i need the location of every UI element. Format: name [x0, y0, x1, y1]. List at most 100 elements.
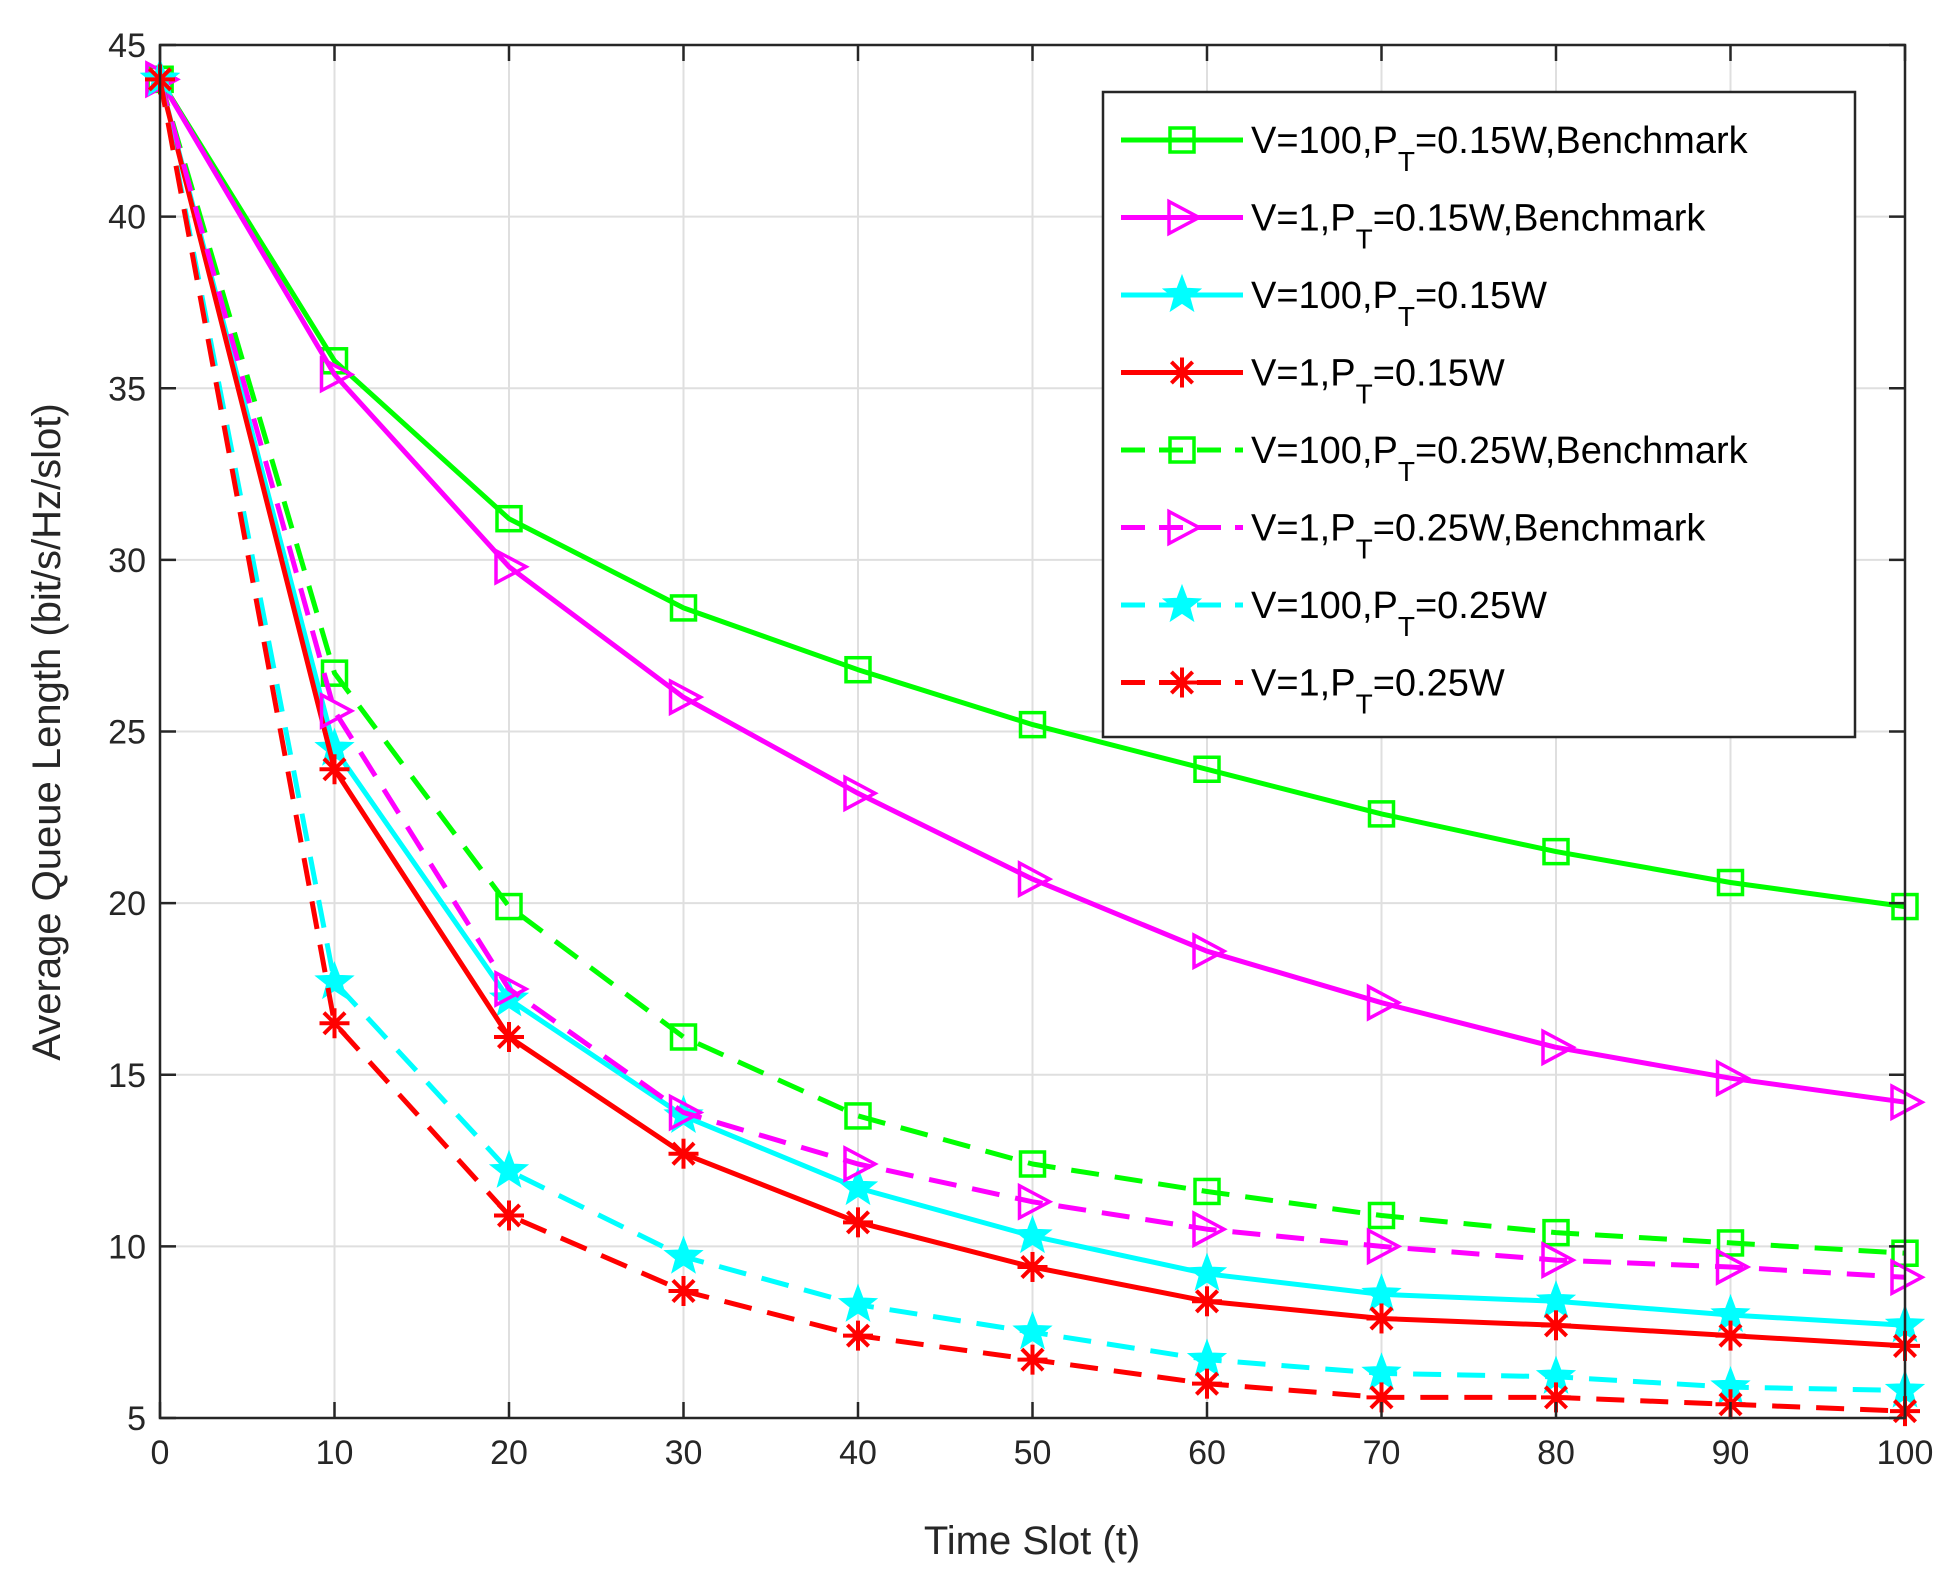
data-point [843, 1207, 873, 1238]
data-point [1716, 868, 1745, 897]
data-point [1192, 1368, 1222, 1399]
y-tick-label: 10 [108, 1228, 146, 1266]
data-point [1541, 1028, 1577, 1067]
x-tick-label: 30 [665, 1434, 703, 1472]
legend-label: V=1,PT=0.25W,Benchmark [1251, 508, 1706, 565]
legend-entry: V=1,PT=0.25W,Benchmark [1121, 508, 1706, 565]
x-tick-label: 70 [1363, 1434, 1401, 1472]
legend-entry: V=1,PT=0.15W,Benchmark [1121, 198, 1706, 255]
data-point [1541, 1310, 1571, 1341]
data-point [1541, 1382, 1571, 1413]
data-point [1017, 1344, 1048, 1375]
legend-box [1101, 90, 1857, 739]
legend-marker [1167, 357, 1197, 388]
x-tick-label: 80 [1537, 1434, 1575, 1472]
y-tick-label: 5 [127, 1400, 146, 1438]
data-point [495, 892, 523, 921]
x-tick-label: 50 [1014, 1434, 1052, 1472]
legend-label: V=100,PT=0.15W,Benchmark [1251, 120, 1749, 177]
data-point [1542, 1218, 1570, 1247]
data-point [1366, 983, 1403, 1022]
legend-label: V=100,PT=0.25W [1251, 585, 1547, 642]
y-tick-label: 25 [108, 714, 146, 752]
data-point [843, 774, 879, 813]
y-tick-label: 30 [108, 542, 146, 580]
y-tick-label: 15 [108, 1057, 146, 1095]
data-point [668, 1093, 705, 1132]
legend-label: V=1,PT=0.15W,Benchmark [1251, 198, 1706, 255]
legend-entry: V=100,PT=0.25W [1121, 583, 1547, 642]
data-point [319, 1008, 350, 1039]
series-2 [145, 60, 1926, 1122]
data-point [319, 754, 350, 785]
legend-marker [1167, 508, 1203, 547]
series-1 [146, 65, 1919, 921]
series-8 [145, 64, 1920, 1427]
axis-ticks [158, 43, 1907, 1420]
data-point [1012, 1311, 1053, 1350]
data-point [1535, 1280, 1577, 1319]
data-point [1366, 1382, 1397, 1413]
legend-label: V=100,PT=0.25W,Benchmark [1251, 430, 1749, 487]
data-point [1890, 1258, 1926, 1297]
data-point [495, 504, 523, 533]
data-point [843, 1320, 873, 1351]
data-point [1361, 1352, 1402, 1391]
data-point [1018, 710, 1047, 739]
x-tick-label: 0 [151, 1434, 170, 1472]
data-point [320, 659, 349, 687]
tick-labels: 0 10 20 30 40 50 60 70 80 90 100 5 10 15 20 25 30 35 40 45 [108, 27, 1933, 1472]
data-point [668, 1138, 699, 1169]
x-axis-label: Time Slot (t) [924, 1519, 1140, 1563]
legend-marker [1161, 273, 1203, 313]
data-point [1361, 1273, 1402, 1312]
data-point [843, 1145, 879, 1183]
series-line [157, 78, 1906, 1280]
data-point [1542, 837, 1570, 866]
legend-entry: V=100,PT=0.15W,Benchmark [1121, 120, 1749, 177]
data-point [1366, 1227, 1403, 1266]
data-point [494, 1200, 524, 1231]
series-line [157, 77, 1906, 910]
series-4 [145, 64, 1920, 1361]
legend-marker [1168, 126, 1196, 154]
legend-entry: V=1,PT=0.25W [1121, 663, 1505, 720]
data-point [1193, 755, 1221, 784]
data-point [494, 970, 530, 1008]
y-tick-label: 45 [108, 27, 146, 65]
y-tick-label: 35 [108, 370, 146, 408]
legend-marker [1168, 436, 1196, 464]
data-point [1018, 1150, 1047, 1178]
data-point [1193, 1177, 1221, 1206]
data-point [844, 655, 872, 684]
data-point [1192, 932, 1228, 971]
data-point [1716, 1229, 1745, 1257]
series-line [157, 78, 1906, 1105]
legend-label: V=100,PT=0.15W [1251, 275, 1547, 332]
data-point [1715, 1059, 1752, 1098]
data-point [1366, 1303, 1397, 1334]
legend-marker [1161, 583, 1203, 623]
data-point [319, 355, 356, 394]
legend-label: V=1,PT=0.25W [1251, 663, 1505, 720]
x-tick-label: 100 [1877, 1434, 1934, 1472]
data-point [669, 594, 698, 622]
data-point [1186, 1338, 1228, 1377]
legend-entry: V=1,PT=0.15W [1121, 353, 1505, 410]
x-tick-label: 10 [316, 1434, 354, 1472]
data-point [1192, 1210, 1228, 1249]
data-point [1017, 1251, 1048, 1282]
data-point [1367, 800, 1396, 828]
legend-marker [1167, 667, 1197, 698]
x-tick-label: 40 [839, 1434, 877, 1472]
legend-label: V=1,PT=0.15W [1251, 353, 1505, 410]
data-point [837, 1283, 879, 1322]
y-tick-label: 40 [108, 199, 146, 237]
y-axis-label: Average Queue Length (bit/s/Hz/slot) [25, 403, 69, 1060]
legend-entry: V=100,PT=0.15W [1121, 273, 1547, 332]
x-tick-label: 90 [1712, 1434, 1750, 1472]
data-point [319, 691, 356, 730]
data-point [1186, 1252, 1228, 1291]
legend-entry: V=100,PT=0.25W,Benchmark [1121, 430, 1749, 487]
